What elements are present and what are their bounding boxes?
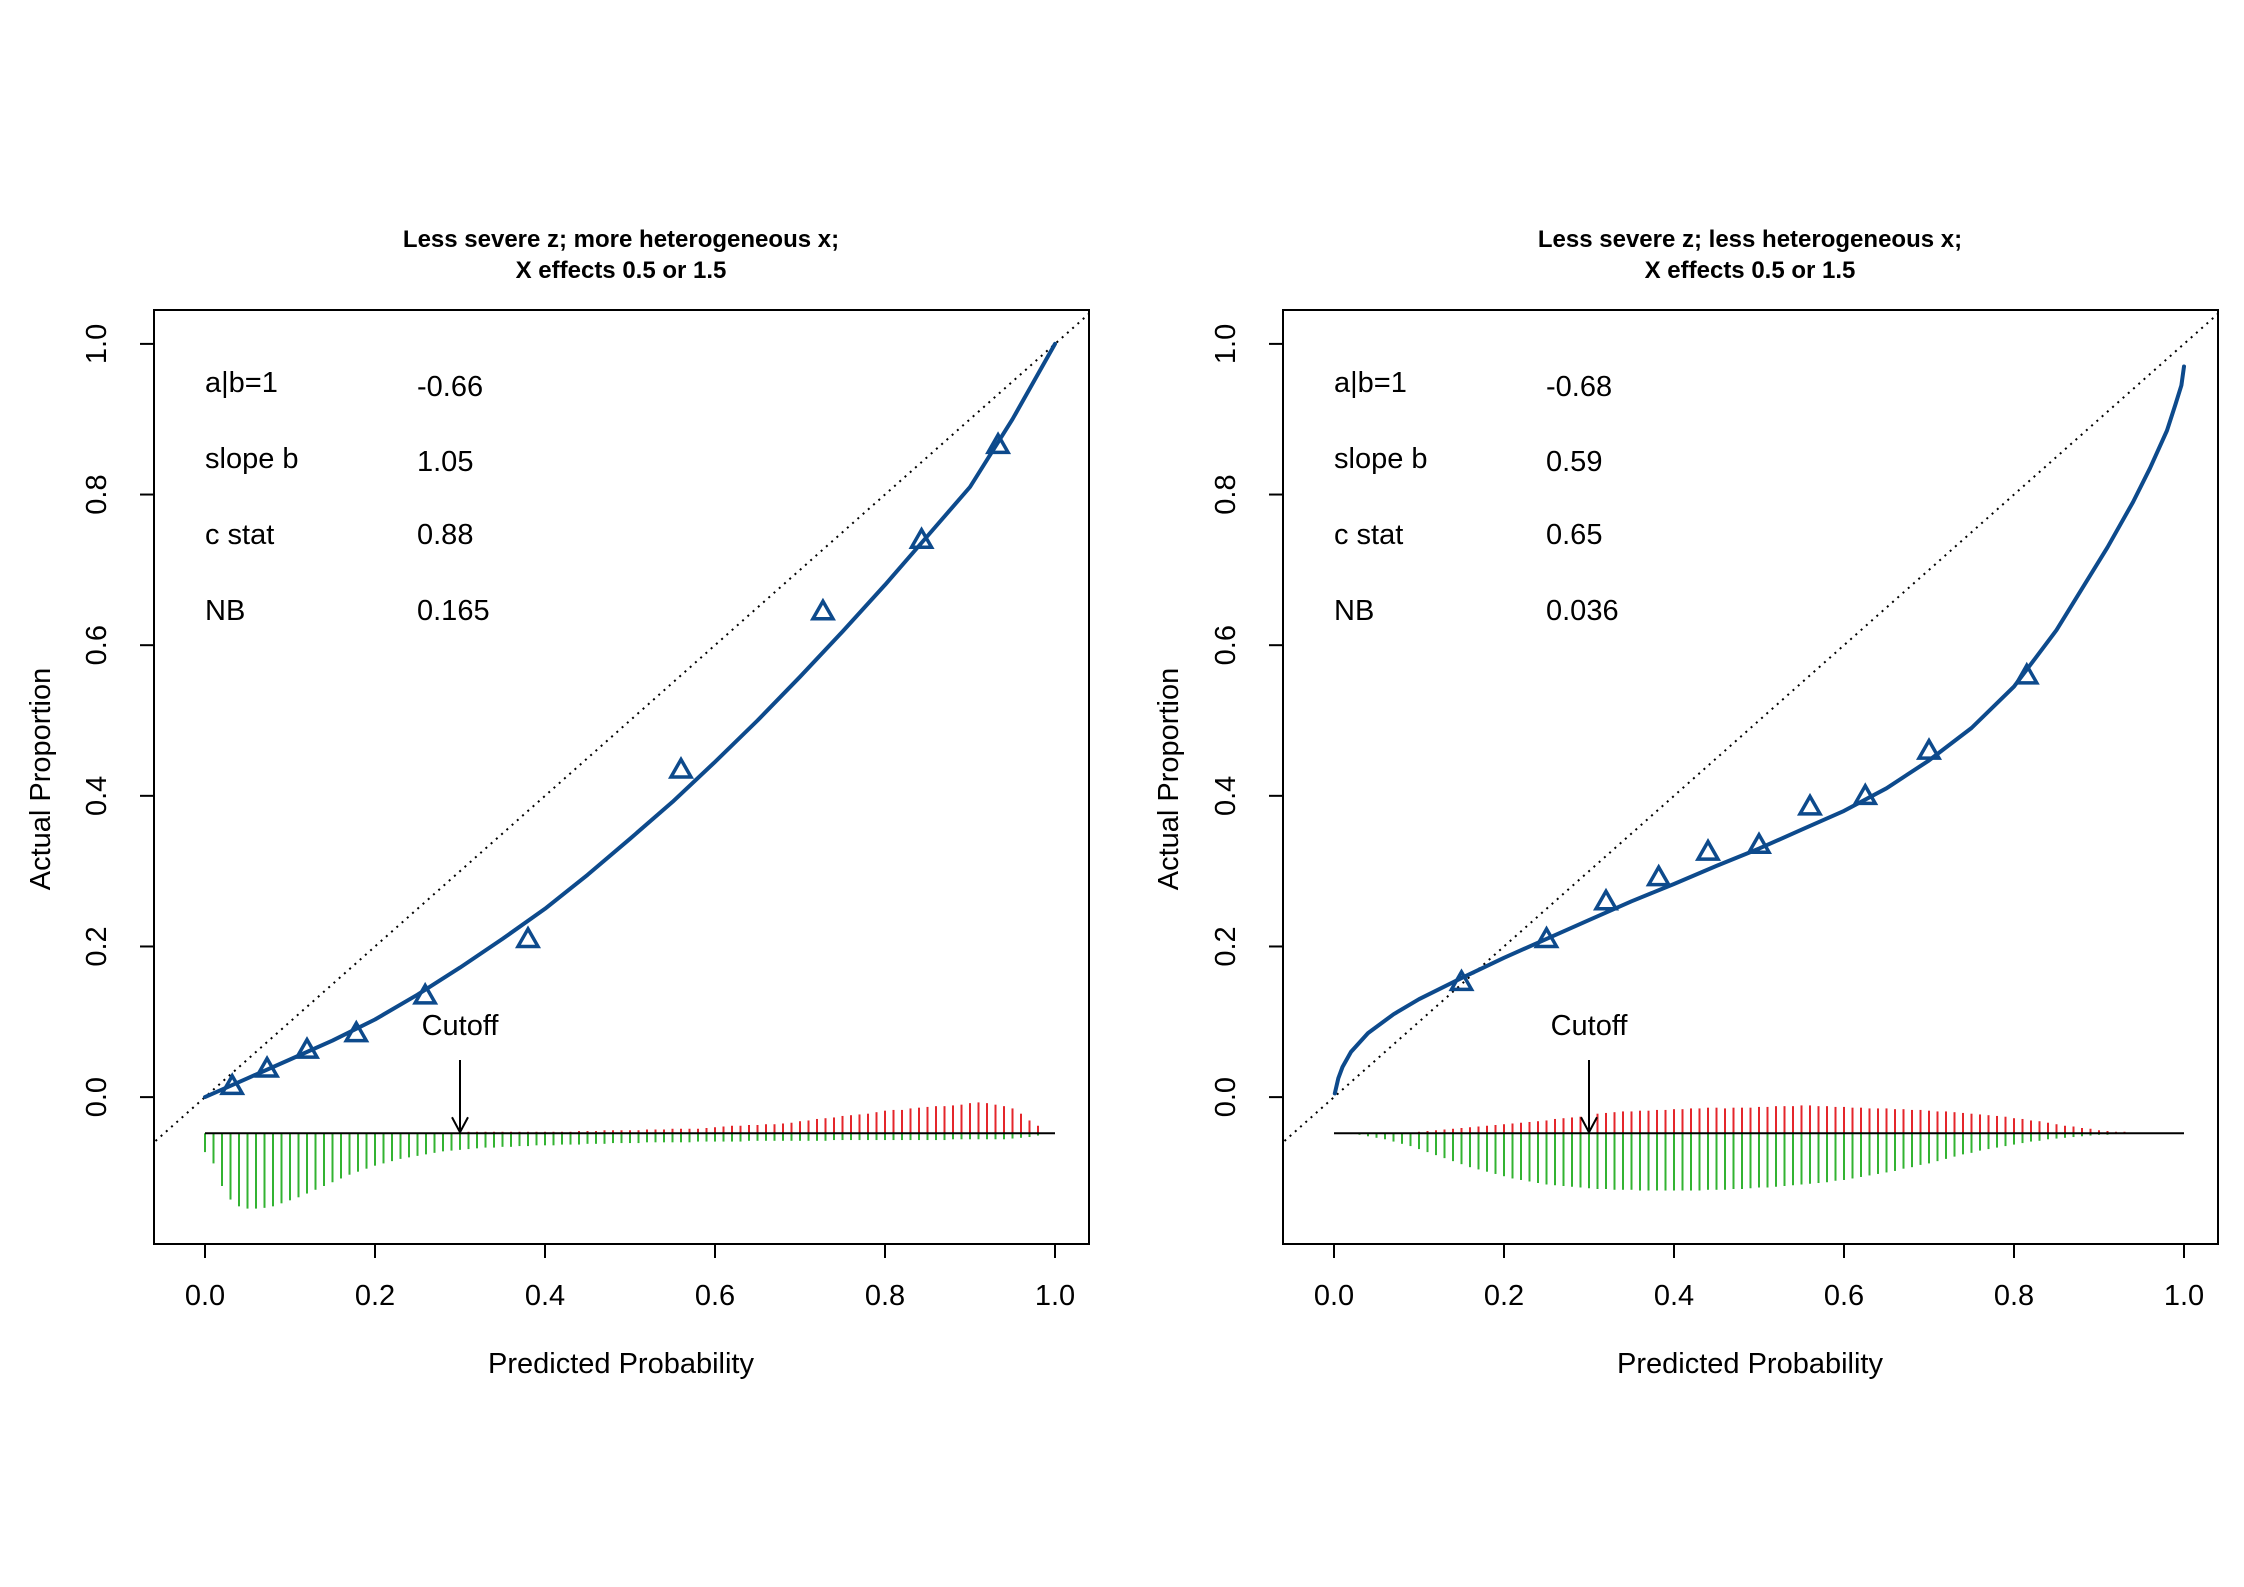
stat-label: NB — [205, 595, 245, 627]
observed-point — [514, 925, 542, 949]
x-axis-label: Predicted Probability — [1617, 1348, 1883, 1380]
calibration-panel-left: Less severe z; more heterogeneous x; X e… — [25, 226, 1090, 1380]
stat-label: c stat — [205, 519, 274, 551]
stat-label: NB — [1334, 595, 1374, 627]
observed-point — [908, 526, 935, 549]
y-axis-label: Actual Proportion — [1153, 668, 1185, 890]
plot-frame — [1282, 309, 2219, 1245]
stat-value: 0.036 — [1546, 595, 1619, 627]
observed-point — [219, 1072, 246, 1096]
y-tick-label: 0.6 — [1210, 625, 1242, 665]
stat-value: 0.88 — [417, 519, 473, 551]
chart-title-line2: X effects 0.5 or 1.5 — [1645, 257, 1856, 284]
chart-title-line1: Less severe z; less heterogeneous x; — [1538, 226, 1962, 253]
x-tick-label: 0.6 — [1824, 1280, 1864, 1312]
y-axis-label: Actual Proportion — [25, 668, 57, 890]
observed-point — [254, 1054, 281, 1078]
observed-point — [343, 1019, 370, 1043]
y-tick-label: 0.4 — [81, 776, 113, 816]
observed-point — [1533, 925, 1560, 949]
plot-area — [1283, 312, 2218, 1191]
chart-title-line1: Less severe z; more heterogeneous x; — [403, 226, 839, 253]
stat-label: a|b=1 — [205, 367, 278, 399]
x-tick-label: 0.0 — [185, 1280, 225, 1312]
stat-value: 0.65 — [1546, 519, 1602, 551]
stat-value: -0.68 — [1546, 371, 1612, 403]
x-tick-label: 1.0 — [2164, 1280, 2204, 1312]
stat-value: 0.165 — [417, 595, 490, 627]
stat-label: slope b — [205, 443, 299, 475]
y-tick-label: 0.4 — [1210, 776, 1242, 816]
observed-point — [2013, 661, 2040, 685]
observed-point — [412, 981, 439, 1005]
stat-value: -0.66 — [417, 371, 483, 403]
stat-value: 0.59 — [1546, 446, 1602, 478]
calibration-curve — [1332, 364, 2186, 1096]
plot-area — [154, 312, 1089, 1209]
observed-point — [667, 755, 695, 779]
x-tick-label: 0.2 — [1484, 1280, 1524, 1312]
x-tick-label: 1.0 — [1035, 1280, 1075, 1312]
x-tick-label: 0.4 — [1654, 1280, 1694, 1312]
x-tick-label: 0.6 — [695, 1280, 735, 1312]
cutoff-label: Cutoff — [422, 1010, 500, 1042]
observed-point — [809, 597, 836, 621]
y-tick-label: 1.0 — [81, 324, 113, 364]
x-tick-label: 0.4 — [525, 1280, 565, 1312]
x-tick-label: 0.2 — [355, 1280, 395, 1312]
y-tick-label: 0.6 — [81, 625, 113, 665]
observed-point — [1592, 887, 1620, 911]
reference-line — [1283, 312, 2218, 1144]
observed-point — [1852, 782, 1879, 806]
chart-title-line2: X effects 0.5 or 1.5 — [516, 257, 727, 284]
cutoff-arrow-head — [1580, 1116, 1598, 1135]
x-tick-label: 0.8 — [1994, 1280, 2034, 1312]
x-tick-label: 0.8 — [865, 1280, 905, 1312]
stats-table: a|b=1 -0.66 slope b 1.05 c stat 0.88 NB … — [205, 367, 490, 627]
observed-point — [1448, 968, 1475, 992]
stat-label: slope b — [1334, 443, 1428, 475]
reference-line — [154, 312, 1089, 1144]
y-tick-label: 1.0 — [1210, 324, 1242, 364]
stat-label: c stat — [1334, 519, 1403, 551]
y-tick-label: 0.0 — [81, 1077, 113, 1117]
stat-label: a|b=1 — [1334, 367, 1407, 399]
y-tick-label: 0.8 — [81, 474, 113, 514]
cutoff-arrow-head — [451, 1116, 469, 1135]
y-tick-label: 0.8 — [1210, 474, 1242, 514]
observed-point — [1745, 831, 1773, 855]
observed-point — [1915, 737, 1943, 760]
observed-point — [293, 1036, 321, 1059]
cutoff-label: Cutoff — [1551, 1010, 1629, 1042]
y-tick-label: 0.2 — [1210, 926, 1242, 966]
x-tick-label: 0.0 — [1314, 1280, 1354, 1312]
observed-point — [1645, 863, 1672, 887]
observed-point — [1694, 838, 1722, 861]
y-tick-label: 0.0 — [1210, 1077, 1242, 1117]
observed-point — [1796, 792, 1824, 816]
stats-table: a|b=1 -0.68 slope b 0.59 c stat 0.65 NB … — [1334, 367, 1619, 627]
calibration-panel-right: Less severe z; less heterogeneous x; X e… — [1153, 226, 2219, 1380]
stat-value: 1.05 — [417, 446, 473, 478]
calibration-curve — [203, 341, 1057, 1100]
plot-frame — [153, 309, 1090, 1245]
y-tick-label: 0.2 — [81, 926, 113, 966]
observed-point — [985, 431, 1012, 455]
x-axis-label: Predicted Probability — [488, 1348, 754, 1380]
